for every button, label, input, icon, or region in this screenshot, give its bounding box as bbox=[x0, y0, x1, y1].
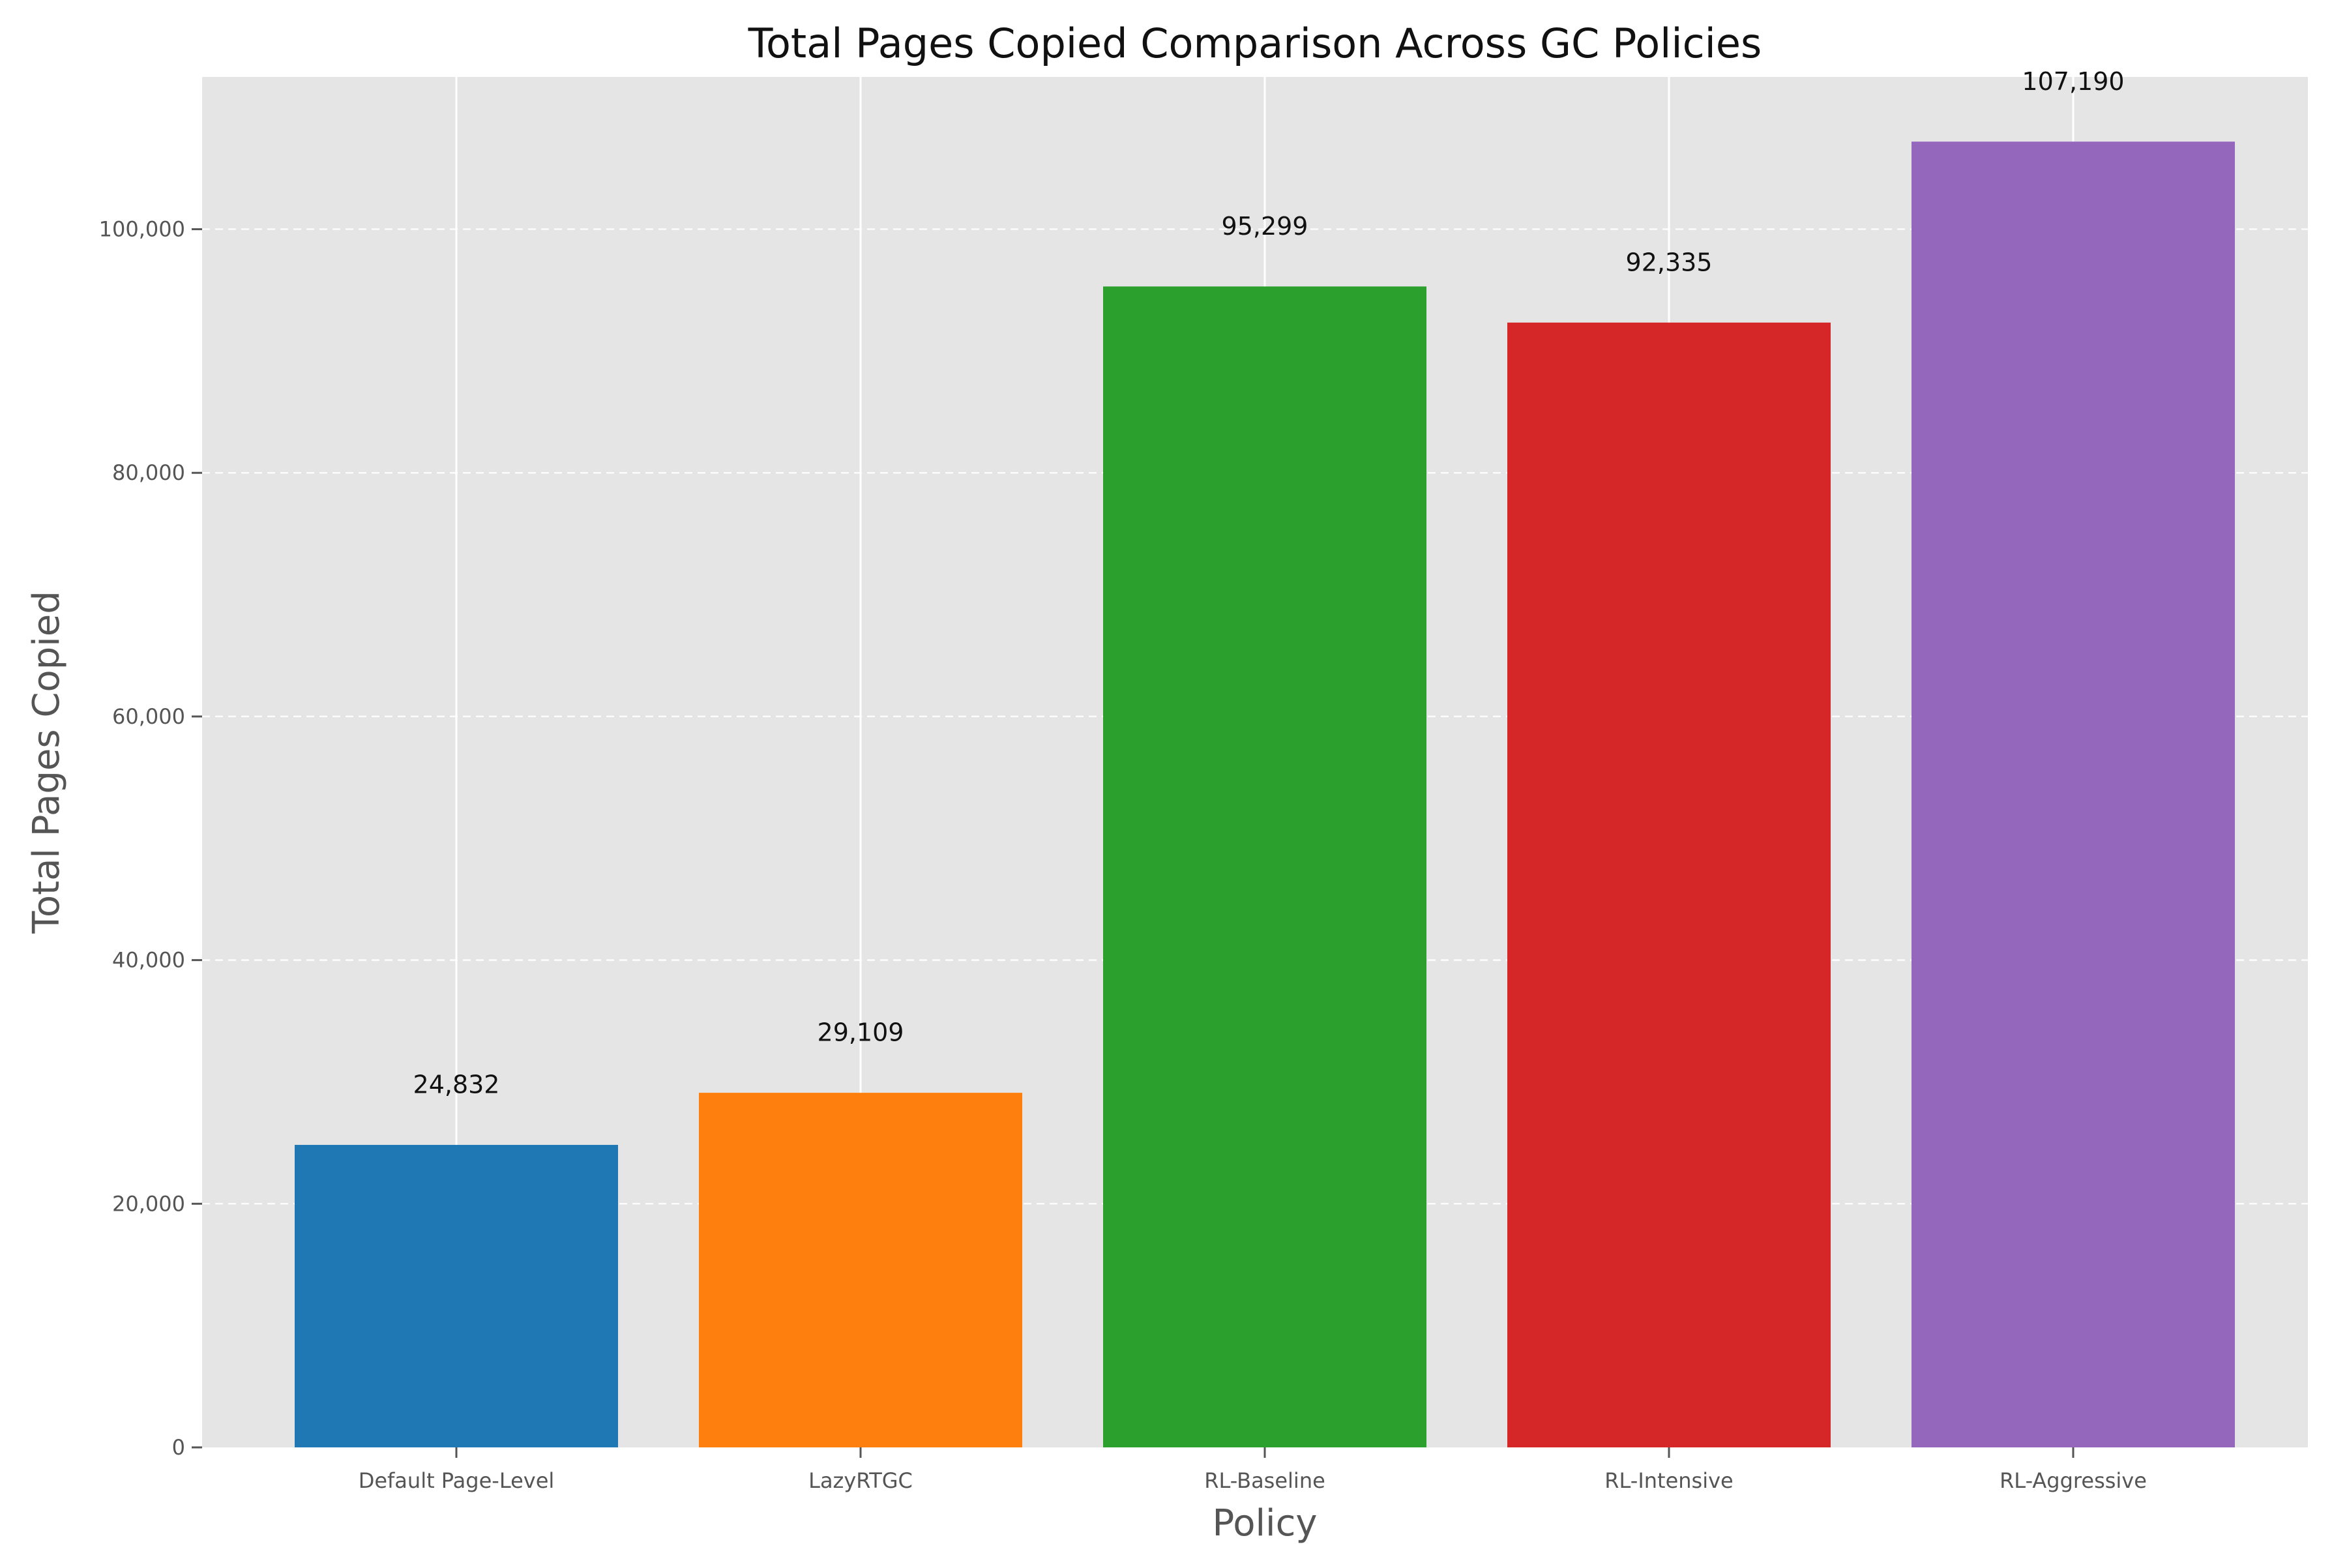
x-tick-label: LazyRTGC bbox=[808, 1468, 913, 1493]
bar bbox=[1912, 141, 2235, 1448]
bar-value-labels: 24,832 29,109 95,299 92,335 107,190 bbox=[413, 67, 2125, 1099]
y-tick-label: 100,000 bbox=[99, 217, 185, 242]
bar-value-label: 107,190 bbox=[2022, 67, 2124, 96]
chart-title: Total Pages Copied Comparison Across GC … bbox=[748, 20, 1762, 67]
y-axis: 0 20,000 40,000 60,000 80,000 100,000 bbox=[99, 217, 202, 1460]
bar bbox=[1103, 286, 1426, 1448]
bar bbox=[295, 1145, 618, 1447]
bar-value-label: 95,299 bbox=[1222, 212, 1308, 241]
bars bbox=[295, 141, 2235, 1448]
bar-value-label: 29,109 bbox=[818, 1018, 904, 1047]
x-axis: Default Page-Level LazyRTGC RL-Baseline RL-… bbox=[359, 1447, 2147, 1493]
x-axis-label: Policy bbox=[1212, 1502, 1317, 1545]
x-tick-label: RL-Intensive bbox=[1604, 1468, 1733, 1493]
y-axis-label: Total Pages Copied bbox=[25, 591, 68, 934]
bar bbox=[699, 1093, 1022, 1447]
y-tick-label: 40,000 bbox=[112, 948, 185, 973]
y-tick-label: 0 bbox=[172, 1435, 185, 1460]
y-tick-label: 20,000 bbox=[112, 1191, 185, 1216]
bar-value-label: 24,832 bbox=[413, 1071, 500, 1099]
x-tick-label: Default Page-Level bbox=[359, 1468, 555, 1493]
bar bbox=[1507, 322, 1831, 1447]
x-tick-label: RL-Aggressive bbox=[2000, 1468, 2147, 1493]
x-tick-label: RL-Baseline bbox=[1204, 1468, 1325, 1493]
y-tick-label: 80,000 bbox=[112, 460, 185, 485]
y-tick-label: 60,000 bbox=[112, 704, 185, 729]
bar-value-label: 92,335 bbox=[1626, 248, 1713, 276]
